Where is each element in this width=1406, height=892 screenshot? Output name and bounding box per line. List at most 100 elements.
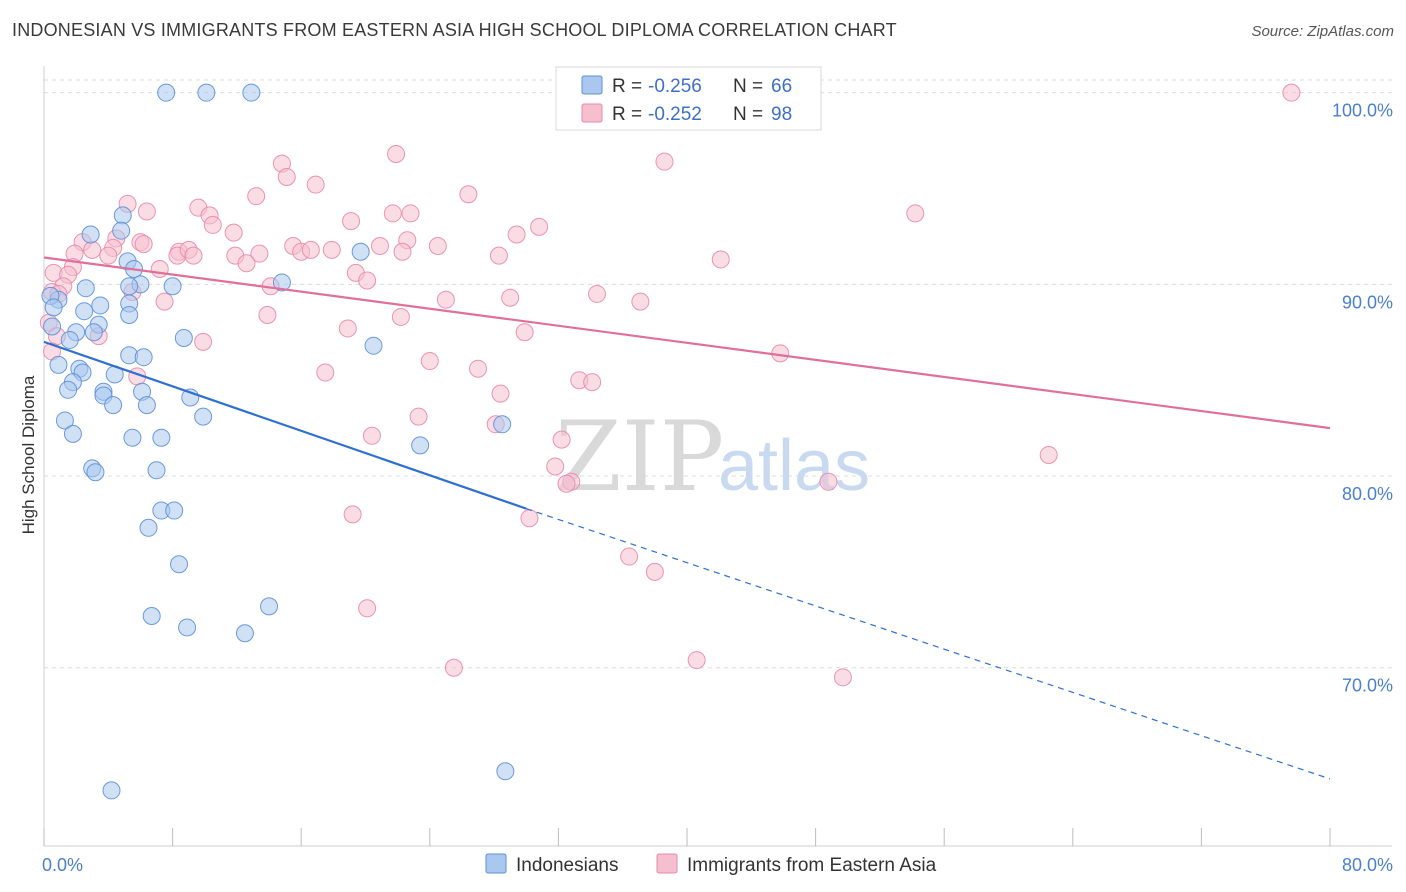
point-immigrants xyxy=(247,187,266,206)
point-immigrants xyxy=(277,168,296,187)
point-immigrants xyxy=(387,145,406,164)
trend-line-indonesians-extrapolated xyxy=(526,508,1331,780)
legend-label-indonesians: Indonesians xyxy=(516,855,618,876)
point-indonesians xyxy=(157,83,176,102)
trend-line-indonesians xyxy=(43,340,527,510)
point-indonesians xyxy=(120,277,139,296)
point-indonesians xyxy=(411,436,430,455)
point-indonesians xyxy=(152,428,171,447)
point-indonesians xyxy=(113,206,132,225)
point-immigrants xyxy=(83,240,102,259)
x-tick-label: 0.0% xyxy=(42,855,83,875)
axes xyxy=(43,66,1392,847)
point-immigrants xyxy=(530,217,549,236)
x-tick-labels: 0.0% 80.0% xyxy=(42,855,1393,875)
point-indonesians xyxy=(86,463,105,482)
point-immigrants xyxy=(362,426,381,445)
point-indonesians xyxy=(81,225,100,244)
point-indonesians xyxy=(142,606,161,625)
point-immigrants xyxy=(99,246,118,265)
point-immigrants xyxy=(343,505,362,524)
point-immigrants xyxy=(546,457,565,476)
y-axis-title: High School Diploma xyxy=(19,375,38,534)
point-immigrants xyxy=(620,547,639,566)
point-immigrants xyxy=(819,472,838,491)
point-immigrants xyxy=(645,562,664,581)
point-indonesians xyxy=(165,501,184,520)
series-indonesians-points xyxy=(41,83,515,800)
point-immigrants xyxy=(306,175,325,194)
point-immigrants xyxy=(342,212,361,231)
point-immigrants xyxy=(491,384,510,403)
legend-r-label: R = xyxy=(612,104,642,125)
point-immigrants xyxy=(237,254,256,273)
point-indonesians xyxy=(59,380,78,399)
point-immigrants xyxy=(194,332,213,351)
point-indonesians xyxy=(493,415,512,434)
point-immigrants xyxy=(557,474,576,493)
point-immigrants xyxy=(515,323,534,342)
point-indonesians xyxy=(91,296,110,315)
stats-legend: R = -0.256 N = 66 R = -0.252 N = 98 xyxy=(555,66,822,131)
point-immigrants xyxy=(301,240,320,259)
point-immigrants xyxy=(250,244,269,263)
point-immigrants xyxy=(489,246,508,265)
point-immigrants xyxy=(501,288,520,307)
point-indonesians xyxy=(197,83,216,102)
legend-swatch-indonesians xyxy=(581,75,603,95)
point-indonesians xyxy=(44,298,63,317)
point-immigrants xyxy=(459,185,478,204)
point-immigrants xyxy=(224,223,243,242)
series-legend: Indonesians Immigrants from Eastern Asia xyxy=(485,853,937,876)
point-immigrants xyxy=(134,235,153,254)
watermark-atlas: atlas xyxy=(718,426,870,506)
point-indonesians xyxy=(104,396,123,415)
point-indonesians xyxy=(235,624,254,643)
point-indonesians xyxy=(272,273,291,292)
point-immigrants xyxy=(428,237,447,256)
point-immigrants xyxy=(150,260,169,279)
y-tick-label: 70.0% xyxy=(1342,676,1393,696)
point-immigrants xyxy=(391,307,410,326)
point-indonesians xyxy=(60,330,79,349)
point-indonesians xyxy=(163,277,182,296)
point-indonesians xyxy=(242,83,261,102)
point-immigrants xyxy=(358,271,377,290)
point-immigrants xyxy=(687,651,706,670)
point-immigrants xyxy=(358,599,377,618)
point-immigrants xyxy=(711,250,730,269)
point-indonesians xyxy=(170,555,189,574)
point-immigrants xyxy=(469,359,488,378)
point-indonesians xyxy=(178,618,197,637)
point-indonesians xyxy=(43,317,62,336)
point-indonesians xyxy=(84,323,103,342)
legend-r-label: R = xyxy=(612,76,642,97)
legend-swatch-immigrants xyxy=(656,853,678,874)
point-indonesians xyxy=(137,396,156,415)
point-immigrants xyxy=(1282,83,1301,102)
point-immigrants xyxy=(655,152,674,171)
point-immigrants xyxy=(631,292,650,311)
point-immigrants xyxy=(258,306,277,325)
y-tick-label: 90.0% xyxy=(1342,292,1393,312)
point-immigrants xyxy=(137,202,156,221)
point-immigrants xyxy=(420,352,439,371)
point-immigrants xyxy=(155,292,174,311)
point-indonesians xyxy=(120,306,139,325)
chart-title: INDONESIAN VS IMMIGRANTS FROM EASTERN AS… xyxy=(12,20,897,40)
y-tick-label: 100.0% xyxy=(1332,101,1393,121)
point-immigrants xyxy=(184,246,203,265)
point-indonesians xyxy=(49,355,68,374)
trend-lines xyxy=(43,256,1331,780)
point-immigrants xyxy=(833,668,852,687)
point-indonesians xyxy=(76,279,95,298)
series-immigrants-points xyxy=(39,83,1301,687)
point-immigrants xyxy=(370,237,389,256)
point-indonesians xyxy=(147,461,166,480)
point-indonesians xyxy=(496,762,515,781)
point-indonesians xyxy=(364,336,383,355)
point-immigrants xyxy=(1039,445,1058,464)
trend-line-immigrants xyxy=(43,256,1331,430)
point-immigrants xyxy=(436,290,455,309)
